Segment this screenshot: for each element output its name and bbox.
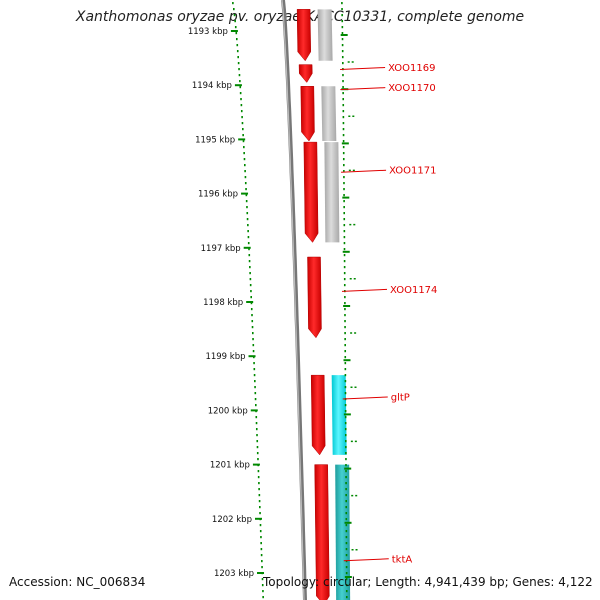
scale-tick-label: 1195 kbp: [195, 135, 235, 145]
scale-tick-label: 1203 kbp: [214, 569, 254, 579]
scale-tick-label: 1197 kbp: [201, 244, 241, 254]
gene-label[interactable]: XOO1170: [388, 83, 435, 94]
cds-arrow[interactable]: [300, 86, 315, 142]
gene-label-leader: [341, 169, 387, 173]
gene-label-leader: [343, 558, 389, 562]
cds-arrow[interactable]: [298, 64, 313, 83]
scale-tick-label: 1202 kbp: [212, 515, 252, 525]
cog-block: [317, 9, 333, 61]
gene-label-leader: [341, 288, 388, 292]
gene-label-leader: [342, 396, 388, 400]
cds-arrow[interactable]: [307, 256, 322, 339]
scale-tick-label: 1198 kbp: [203, 298, 243, 308]
cds-arrow[interactable]: [310, 374, 326, 456]
cog-block: [331, 375, 347, 455]
accession-text: Accession: NC_006834: [9, 575, 146, 589]
scale-tick-label: 1199 kbp: [205, 352, 245, 362]
scale-tick-label: 1196 kbp: [198, 190, 238, 200]
cds-arrow[interactable]: [303, 141, 319, 243]
scale-tick-label: 1200 kbp: [208, 406, 248, 416]
gene-label[interactable]: gltP: [391, 393, 410, 404]
scale-tick-label: 1193 kbp: [188, 27, 228, 37]
scale-tick-label: 1201 kbp: [210, 461, 250, 471]
cog-block: [324, 142, 340, 243]
gene-label[interactable]: XOO1171: [389, 166, 436, 177]
gene-label-leader: [340, 87, 386, 91]
gene-label[interactable]: XOO1174: [390, 285, 437, 296]
cds-arrow[interactable]: [314, 464, 330, 600]
gene-label[interactable]: tktA: [392, 554, 413, 565]
cog-block: [321, 86, 337, 142]
scale-tick-label: 1194 kbp: [192, 81, 232, 91]
gene-label-leader: [340, 67, 386, 71]
genome-summary-text: Topology: circular; Length: 4,941,439 bp…: [263, 575, 593, 589]
gene-label[interactable]: XOO1169: [388, 63, 435, 74]
backbone-track: [281, 0, 307, 600]
cds-arrow[interactable]: [296, 9, 311, 62]
